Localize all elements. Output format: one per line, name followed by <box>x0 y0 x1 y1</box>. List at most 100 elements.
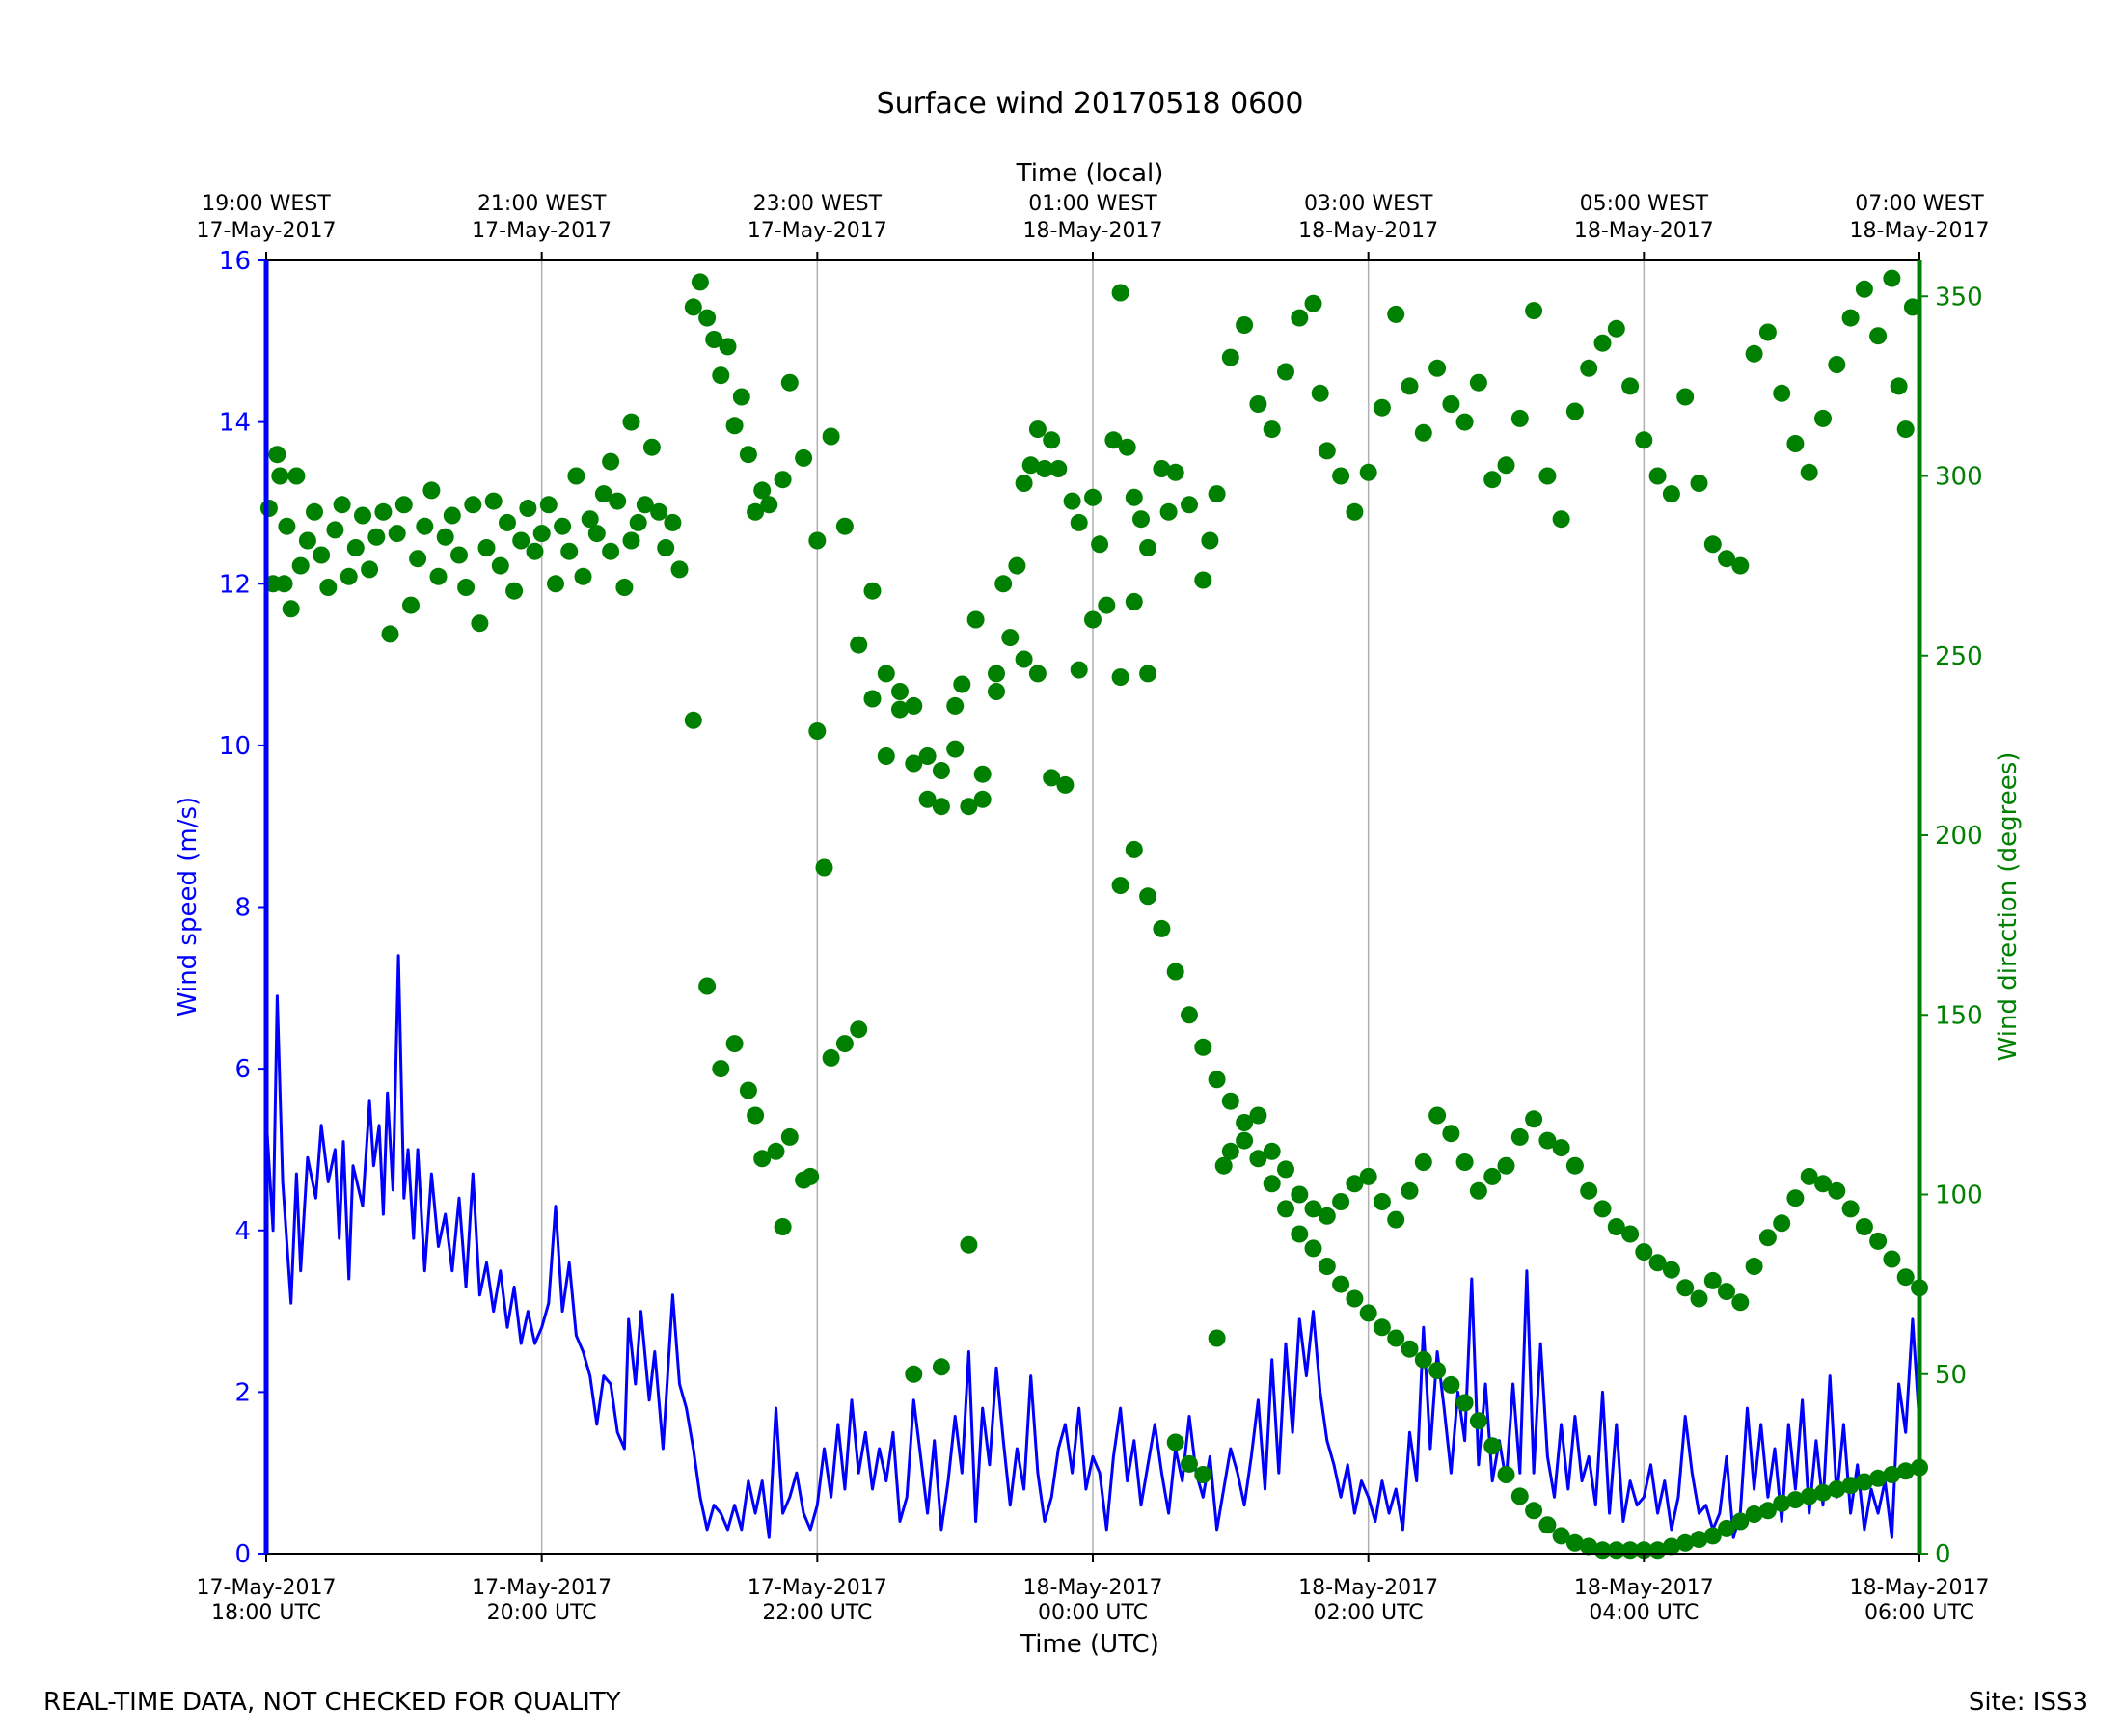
wind-direction-point <box>1455 1153 1474 1171</box>
top-tick-date: 17-May-2017 <box>748 219 887 243</box>
wind-direction-point <box>1091 535 1109 554</box>
wind-direction-point <box>1552 1139 1570 1157</box>
wind-direction-point <box>1731 1293 1750 1312</box>
bottom-tick-date: 18-May-2017 <box>1574 1576 1714 1600</box>
wind-direction-point <box>960 798 978 816</box>
wind-direction-point <box>932 798 950 816</box>
wind-direction-point <box>1221 1092 1239 1110</box>
wind-direction-point <box>1703 1271 1722 1289</box>
wind-direction-point <box>1291 309 1309 327</box>
wind-direction-point <box>1786 435 1805 452</box>
chart-title: Surface wind 20170518 0600 <box>877 87 1304 121</box>
wind-direction-point <box>319 579 338 596</box>
wind-direction-point <box>1469 1181 1487 1200</box>
wind-direction-point <box>1387 1210 1405 1229</box>
wind-direction-point <box>278 517 296 535</box>
wind-direction-point <box>282 600 300 618</box>
wind-direction-point <box>698 977 717 995</box>
top-tick-date: 18-May-2017 <box>1298 219 1438 243</box>
wind-direction-point <box>835 1035 854 1053</box>
wind-direction-point <box>1731 1512 1750 1531</box>
bottom-tick-time: 00:00 UTC <box>1038 1601 1148 1625</box>
bottom-axis-label: Time (UTC) <box>1020 1630 1159 1659</box>
bottom-tick-date: 17-May-2017 <box>197 1576 337 1600</box>
wind-direction-point <box>1194 1038 1212 1056</box>
wind-direction-point <box>1841 309 1860 327</box>
left-tick-label: 12 <box>219 570 251 599</box>
wind-direction-point <box>1236 316 1254 334</box>
wind-direction-point <box>1043 431 1061 449</box>
wind-direction-point <box>298 531 316 550</box>
wind-direction-point <box>259 500 278 517</box>
wind-direction-point <box>587 525 606 543</box>
wind-direction-point <box>1277 1160 1294 1179</box>
wind-direction-point <box>946 696 965 715</box>
wind-direction-point <box>705 331 723 348</box>
wind-direction-point <box>1483 1437 1502 1455</box>
wind-direction-point <box>1098 596 1116 614</box>
wind-direction-point <box>670 560 689 579</box>
wind-direction-point <box>1841 1200 1860 1218</box>
wind-direction-point <box>953 675 971 693</box>
wind-direction-point <box>808 722 827 740</box>
wind-direction-point <box>973 765 992 783</box>
wind-direction-point <box>1469 1412 1487 1430</box>
wind-direction-point <box>1373 398 1391 417</box>
wind-direction-point <box>629 513 647 531</box>
wind-direction-point <box>725 417 744 435</box>
wind-direction-point <box>1194 571 1212 589</box>
wind-direction-point <box>581 510 599 529</box>
wind-direction-point <box>622 413 640 431</box>
wind-direction-point <box>1903 298 1921 316</box>
wind-direction-point <box>988 665 1005 683</box>
wind-direction-point <box>1249 395 1267 413</box>
left-tick-label: 4 <box>234 1217 251 1246</box>
bottom-tick-time: 20:00 UTC <box>487 1601 597 1625</box>
wind-direction-point <box>1552 510 1570 529</box>
wind-direction-point <box>1181 1006 1198 1024</box>
wind-direction-point <box>1291 1225 1309 1243</box>
wind-direction-point <box>1401 1181 1419 1200</box>
wind-direction-point <box>1896 1462 1915 1480</box>
top-tick-time: 23:00 WEST <box>753 192 883 216</box>
wind-direction-point <box>512 531 530 550</box>
wind-direction-point <box>443 506 461 525</box>
wind-direction-point <box>1084 610 1102 629</box>
wind-direction-point <box>1304 1239 1322 1258</box>
wind-direction-point <box>1745 1258 1763 1275</box>
wind-direction-point <box>863 690 882 708</box>
top-tick-date: 18-May-2017 <box>1023 219 1163 243</box>
wind-direction-point <box>780 1127 799 1146</box>
wind-direction-point <box>1896 420 1915 439</box>
wind-direction-point <box>1690 1289 1708 1308</box>
top-tick-time: 21:00 WEST <box>477 192 607 216</box>
wind-direction-point <box>1111 284 1129 302</box>
wind-direction-point <box>1676 388 1695 406</box>
wind-direction-point <box>1648 1254 1667 1272</box>
wind-direction-point <box>1387 305 1405 323</box>
wind-direction-point <box>774 471 792 489</box>
left-axis-label: Wind speed (m/s) <box>174 797 203 1017</box>
wind-direction-point <box>1263 420 1281 439</box>
wind-direction-point <box>1166 1433 1184 1451</box>
wind-direction-point <box>1662 1537 1680 1556</box>
wind-direction-point <box>416 517 434 535</box>
wind-direction-point <box>1208 485 1226 503</box>
wind-direction-point <box>1869 327 1888 345</box>
wind-direction-point <box>532 525 551 543</box>
wind-direction-point <box>1346 502 1364 521</box>
wind-direction-point <box>780 373 799 392</box>
wind-direction-point <box>422 481 441 500</box>
wind-direction-point <box>409 550 427 568</box>
wind-direction-point <box>1063 492 1081 510</box>
wind-direction-point <box>1883 269 1901 287</box>
wind-direction-point <box>1483 471 1502 489</box>
wind-direction-point <box>1139 887 1157 906</box>
wind-direction-point <box>560 542 579 560</box>
wind-direction-point <box>1442 1375 1460 1394</box>
wind-direction-point <box>1049 460 1068 477</box>
wind-direction-point <box>684 711 702 729</box>
wind-direction-point <box>1538 1516 1557 1534</box>
wind-direction-point <box>815 858 833 877</box>
wind-direction-point <box>850 1020 868 1039</box>
